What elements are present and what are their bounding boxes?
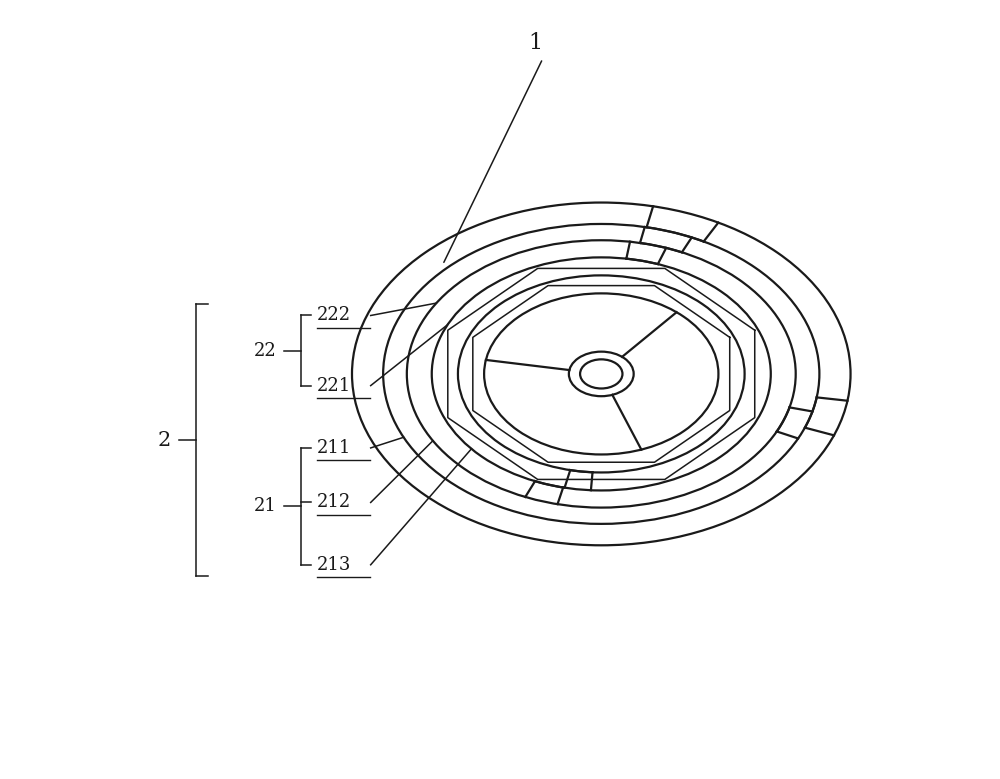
Text: 2: 2 bbox=[158, 431, 171, 449]
Text: 213: 213 bbox=[317, 555, 351, 574]
Text: 22: 22 bbox=[254, 341, 276, 360]
Text: 21: 21 bbox=[254, 497, 276, 516]
Text: 222: 222 bbox=[317, 306, 351, 325]
Text: 212: 212 bbox=[317, 493, 351, 512]
Text: 221: 221 bbox=[317, 376, 351, 395]
Text: 211: 211 bbox=[317, 439, 351, 457]
Text: 1: 1 bbox=[528, 32, 542, 54]
